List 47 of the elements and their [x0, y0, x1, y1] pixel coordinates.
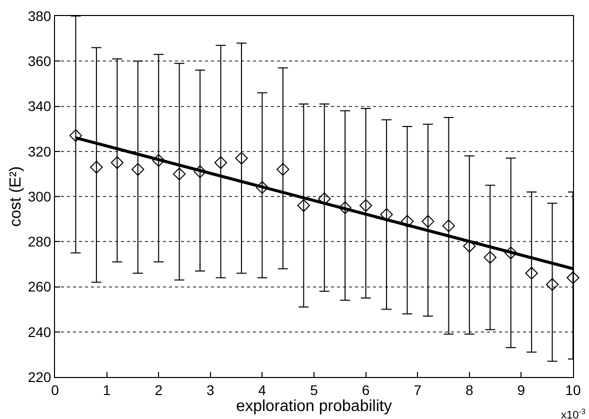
y-tick-label: 300: [28, 188, 52, 204]
point: [359, 199, 372, 212]
x-tick-label: 7: [414, 382, 422, 398]
point: [194, 165, 206, 178]
x-tick-label: 4: [258, 382, 266, 398]
point: [318, 192, 331, 206]
x-tick-label: 8: [466, 382, 474, 398]
x-tick-label: 3: [206, 382, 214, 398]
x-tick-label: 5: [310, 382, 318, 398]
point: [297, 199, 310, 212]
point: [235, 152, 248, 164]
x-tick-label: 6: [362, 382, 370, 398]
y-tick-label: 320: [28, 143, 52, 160]
x-tick-label: 1: [102, 382, 111, 398]
point: [276, 163, 290, 176]
y-tick-label: 220: [28, 368, 52, 385]
point: [214, 156, 228, 170]
point: [546, 278, 559, 291]
text: x10$^{-3}$: [561, 407, 586, 419]
point: [152, 154, 165, 167]
x-axis-title: exploration probability: [236, 398, 392, 415]
point: [172, 168, 186, 180]
y-tick-label: 280: [28, 234, 52, 250]
point: [132, 163, 144, 176]
y-tick-label: 380: [28, 8, 52, 24]
point: [338, 201, 352, 214]
point: [566, 271, 580, 284]
y-tick-label: 360: [28, 53, 52, 70]
y-tick-label: 240: [28, 324, 52, 340]
point: [504, 246, 518, 260]
y-axis-title: cost (E²): [8, 166, 25, 227]
x-tick-label: 9: [517, 382, 526, 398]
point: [400, 214, 414, 228]
point: [463, 240, 476, 252]
point: [256, 181, 269, 194]
y-tick-label: 340: [28, 98, 52, 114]
x-tick-label: 0: [51, 382, 60, 398]
point: [90, 160, 103, 174]
x-tick-label: 2: [154, 382, 163, 398]
point: [484, 251, 496, 264]
point: [110, 156, 124, 170]
x-tick-label: 10: [565, 382, 581, 398]
point: [69, 129, 82, 142]
y-tick-label: 260: [28, 278, 52, 295]
point: [442, 219, 456, 232]
point: [525, 266, 538, 280]
point: [422, 214, 434, 228]
